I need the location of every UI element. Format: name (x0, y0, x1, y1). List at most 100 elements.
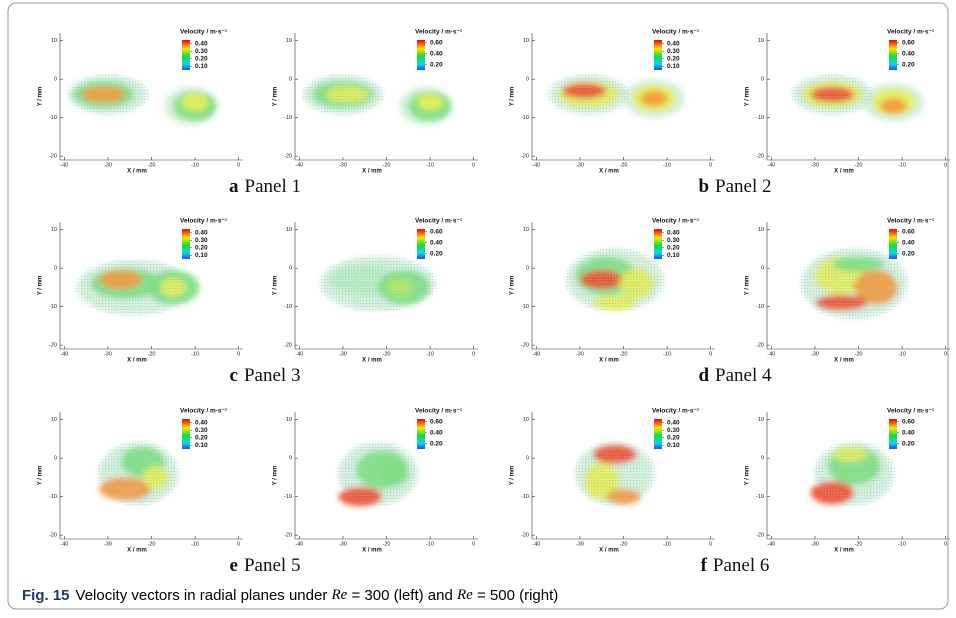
x-axis-label: X / mm (834, 548, 854, 554)
x-tick-label: 0 (472, 162, 475, 168)
colorbar-label: 0.40 (195, 229, 208, 236)
colorbar-label: 0.60 (902, 418, 915, 425)
x-tick-label: -40 (295, 162, 303, 168)
y-tick-label: -20 (756, 533, 764, 539)
flow-region (417, 93, 444, 111)
x-tick-label: -10 (898, 162, 906, 168)
colorbar-label: 0.40 (902, 50, 915, 57)
colorbar-label: 0.10 (667, 252, 680, 259)
x-tick-label: -10 (663, 541, 671, 547)
x-tick-label: -20 (620, 351, 628, 357)
x-axis-label: X / mm (599, 169, 619, 175)
plot: 100-10-20-40 -30 -20 -10 0X / mmY / mmVeloci… (273, 29, 478, 175)
colorbar (182, 229, 190, 259)
colorbar-label: 0.60 (902, 228, 915, 235)
colorbar-label: 0.20 (430, 250, 443, 257)
plot: 100-10-20-40 -30 -20 -10 0X / mmY / mmVeloci… (273, 408, 478, 554)
flow-region (182, 93, 209, 112)
colorbar-label: 0.40 (667, 229, 680, 236)
plot: 100-10-20-40 -30 -20 -10 0X / mmY / mmVeloci… (38, 29, 243, 175)
colorbar-label: 0.10 (195, 252, 208, 259)
colorbar-label: 0.20 (902, 61, 915, 68)
legend-title: Velocity / m·s⁻¹ (887, 218, 934, 225)
x-tick-label: 0 (944, 162, 947, 168)
x-axis-label: X / mm (127, 169, 147, 175)
panel-title: Panel 6 (713, 555, 769, 576)
y-tick-label: -20 (49, 154, 57, 160)
x-tick-label: 0 (944, 351, 947, 357)
x-tick-label: 0 (237, 351, 240, 357)
x-tick-label: 0 (709, 162, 712, 168)
vector-texture (301, 74, 385, 115)
panel-label: e Panel 5 (230, 555, 301, 576)
x-axis-label: X / mm (599, 358, 619, 364)
y-axis-label: Y / mm (38, 276, 44, 296)
colorbar-label: 0.40 (430, 239, 443, 246)
y-axis-label: Y / mm (745, 466, 751, 486)
vector-texture (564, 247, 666, 313)
colorbar-label: 0.10 (667, 63, 680, 70)
y-tick-label: 0 (761, 266, 764, 272)
y-tick-label: -20 (756, 343, 764, 349)
x-tick-label: -10 (191, 351, 199, 357)
x-tick-label: -10 (663, 351, 671, 357)
y-axis-label: Y / mm (510, 466, 516, 486)
legend-title: Velocity / m·s⁻¹ (887, 29, 934, 36)
x-axis-label: X / mm (599, 548, 619, 554)
panel-letter: c (230, 365, 238, 386)
colorbar (654, 40, 662, 70)
y-tick-label: -10 (756, 494, 764, 500)
colorbar-label: 0.20 (430, 61, 443, 68)
caption: Fig. 15 Velocity vectors in radial planes… (22, 587, 558, 604)
colorbar-label: 0.40 (902, 239, 915, 246)
legend-title: Velocity / m·s⁻¹ (180, 408, 227, 415)
y-axis-label: Y / mm (745, 87, 751, 107)
vector-texture (791, 74, 874, 115)
plot: 100-10-20-40 -30 -20 -10 0X / mmY / mmVeloci… (745, 218, 950, 364)
x-tick-label: -20 (148, 541, 156, 547)
x-tick-label: -40 (295, 351, 303, 357)
x-tick-label: -30 (339, 541, 347, 547)
vector-texture (318, 255, 438, 312)
plot: 100-10-20-40 -30 -20 -10 0X / mmY / mmVeloci… (745, 408, 950, 554)
x-tick-label: -10 (191, 541, 199, 547)
panel-label: c Panel 3 (230, 365, 301, 386)
x-axis-label: X / mm (362, 169, 382, 175)
colorbar-label: 0.40 (430, 50, 443, 57)
x-tick-label: -30 (811, 162, 819, 168)
y-tick-label: -20 (756, 154, 764, 160)
y-tick-label: 0 (54, 456, 57, 462)
colorbar (889, 40, 897, 70)
x-axis-label: X / mm (127, 548, 147, 554)
x-tick-label: -30 (811, 541, 819, 547)
y-tick-label: 10 (758, 38, 764, 44)
plot: 100-10-20-40 -30 -20 -10 0X / mmY / mmVeloci… (745, 29, 950, 175)
x-tick-label: -30 (576, 162, 584, 168)
flow-region (880, 98, 907, 114)
x-tick-label: -10 (426, 162, 434, 168)
colorbar-label: 0.30 (667, 48, 680, 55)
panel-label: f Panel 6 (701, 555, 770, 576)
colorbar (417, 40, 425, 70)
caption-text: = 500 (right) (473, 587, 558, 604)
legend-title: Velocity / m·s⁻¹ (415, 29, 462, 36)
y-tick-label: 0 (289, 266, 292, 272)
colorbar-label: 0.60 (430, 418, 443, 425)
colorbar-label: 0.10 (667, 442, 680, 449)
caption-text: Re (456, 587, 473, 603)
x-tick-label: -40 (532, 162, 540, 168)
vector-texture (573, 441, 656, 506)
colorbar-label: 0.20 (667, 244, 680, 251)
y-tick-label: -20 (521, 343, 529, 349)
legend-title: Velocity / m·s⁻¹ (180, 218, 227, 225)
y-tick-label: -20 (284, 343, 292, 349)
panel-title: Panel 4 (715, 365, 772, 386)
colorbar (654, 229, 662, 259)
y-tick-label: -10 (756, 115, 764, 121)
x-tick-label: -30 (104, 162, 112, 168)
colorbar-label: 0.20 (195, 434, 208, 441)
y-tick-label: 10 (758, 227, 764, 233)
x-tick-label: -20 (855, 162, 863, 168)
y-tick-label: -20 (284, 533, 292, 539)
